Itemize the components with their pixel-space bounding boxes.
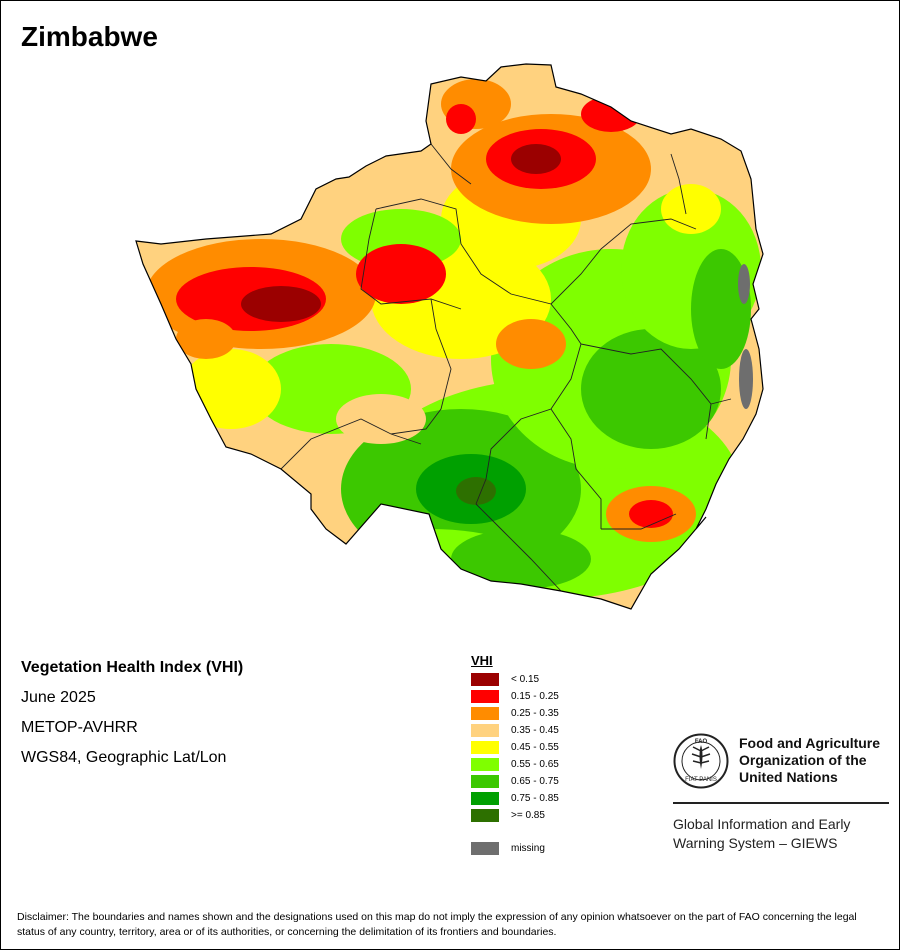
vhi-map: [135, 63, 764, 610]
period-label: June 2025: [21, 689, 96, 706]
legend-swatch: [471, 724, 499, 737]
map-title: Zimbabwe: [21, 21, 158, 52]
org-name-line2: Organization of the: [739, 752, 867, 768]
legend-class-0: < 0.15: [471, 671, 559, 688]
fao-logo-text: FAO: [695, 739, 708, 745]
fao-logo-icon: FIAT PANIS FAO: [673, 733, 729, 789]
legend-class-8: >= 0.85: [471, 807, 559, 824]
legend-class-label: 0.75 - 0.85: [511, 793, 559, 804]
org-name: Food and Agriculture Organization of the…: [739, 735, 899, 786]
giews-line1: Global Information and Early: [673, 816, 851, 832]
legend-class-label: 0.65 - 0.75: [511, 776, 559, 787]
map-info: Vegetation Health Index (VHI) June 2025 …: [21, 658, 243, 778]
legend-swatch: [471, 741, 499, 754]
legend-swatch: [471, 707, 499, 720]
legend-missing-label: missing: [511, 843, 545, 854]
legend-class-label: 0.15 - 0.25: [511, 691, 559, 702]
legend-class-1: 0.15 - 0.25: [471, 688, 559, 705]
legend-class-6: 0.65 - 0.75: [471, 773, 559, 790]
legend-swatch: [471, 690, 499, 703]
vhi-raster: [136, 64, 763, 609]
legend-class-2: 0.25 - 0.35: [471, 705, 559, 722]
giews-line2: Warning System – GIEWS: [673, 835, 838, 851]
legend-class-label: 0.55 - 0.65: [511, 759, 559, 770]
branding-divider: [673, 802, 889, 804]
legend-class-label: 0.25 - 0.35: [511, 708, 559, 719]
legend-class-7: 0.75 - 0.85: [471, 790, 559, 807]
legend-swatch: [471, 758, 499, 771]
legend-title: VHI: [471, 653, 493, 668]
legend-swatch: [471, 673, 499, 686]
legend-class-5: 0.55 - 0.65: [471, 756, 559, 773]
legend-missing: missing: [471, 840, 559, 857]
legend-class-label: 0.45 - 0.55: [511, 742, 559, 753]
legend-swatch-missing: [471, 842, 499, 855]
org-name-line3: United Nations: [739, 769, 838, 785]
legend-class-3: 0.35 - 0.45: [471, 722, 559, 739]
legend-class-4: 0.45 - 0.55: [471, 739, 559, 756]
legend-class-label: 0.35 - 0.45: [511, 725, 559, 736]
legend-class-label: >= 0.85: [511, 810, 545, 821]
province-boundaries: [280, 143, 732, 592]
legend-swatch: [471, 809, 499, 822]
giews-name: Global Information and Early Warning Sys…: [673, 815, 889, 853]
disclaimer: Disclaimer: The boundaries and names sho…: [17, 911, 857, 938]
fao-logo-motto: FIAT PANIS: [685, 777, 717, 783]
legend-swatch: [471, 792, 499, 805]
projection-label: WGS84, Geographic Lat/Lon: [21, 749, 227, 766]
legend-classes: < 0.15 0.15 - 0.25 0.25 - 0.35 0.35 - 0.45 0…: [471, 671, 559, 824]
legend-class-label: < 0.15: [511, 674, 540, 685]
org-name-line1: Food and Agriculture: [739, 735, 881, 751]
index-name: Vegetation Health Index (VHI): [21, 659, 244, 676]
sensor-label: METOP-AVHRR: [21, 719, 138, 736]
legend-swatch: [471, 775, 499, 788]
vhi-legend: VHI < 0.15 0.15 - 0.25 0.25 - 0.35 0.35 - 0…: [471, 653, 559, 857]
